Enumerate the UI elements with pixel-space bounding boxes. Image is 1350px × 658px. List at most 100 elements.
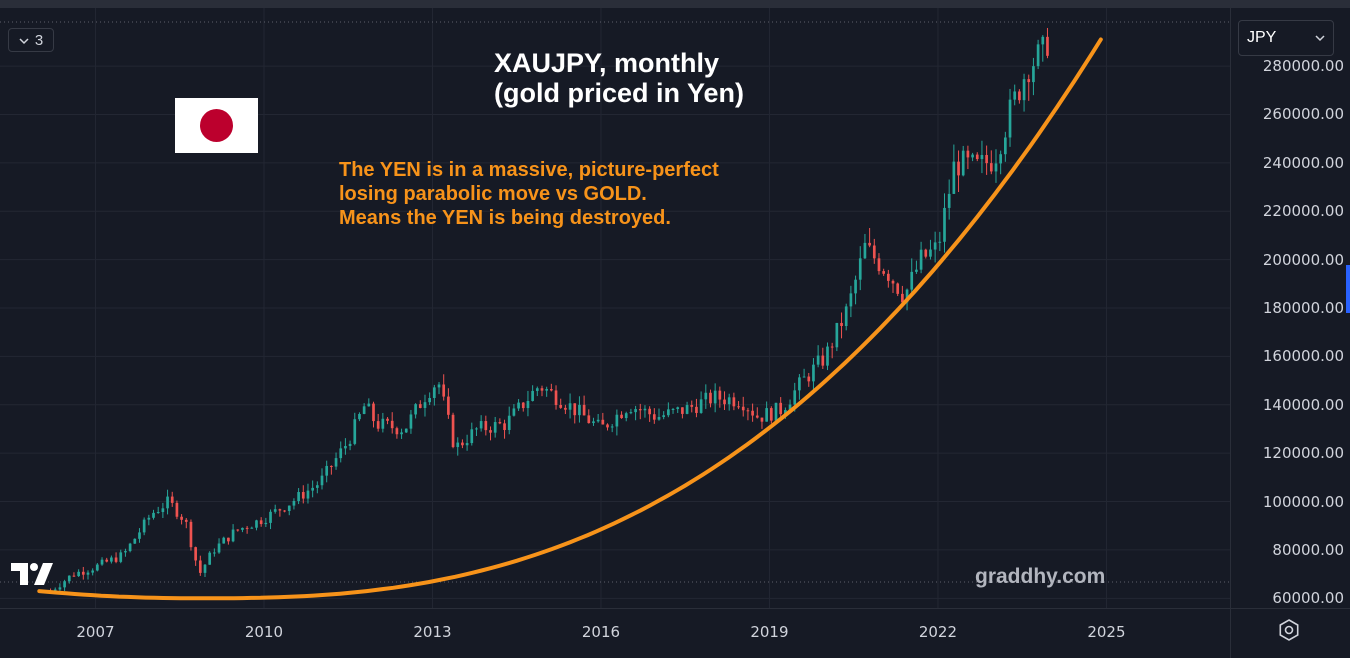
candle-body — [432, 387, 436, 398]
candle-body — [213, 552, 216, 554]
candle-body — [615, 414, 619, 427]
candle-body — [1018, 91, 1021, 101]
time-axis[interactable]: 2007 2010 2013 2016 2019 2022 2025 — [0, 608, 1230, 658]
candle-body — [259, 520, 263, 525]
candle-body — [1022, 79, 1026, 101]
candle-body — [133, 538, 137, 544]
candle-body — [802, 376, 806, 378]
candle-body — [788, 404, 792, 411]
candle-body — [521, 402, 525, 409]
candle-body — [737, 406, 740, 408]
y-tick-label: 140000.00 — [1262, 395, 1344, 414]
candle-body — [517, 402, 520, 409]
candle-body — [447, 396, 450, 415]
candle-body — [784, 410, 787, 415]
x-tick-label: 2013 — [413, 623, 452, 641]
candle-body — [330, 465, 333, 467]
y-tick-label: 120000.00 — [1262, 444, 1344, 463]
candle-body — [723, 399, 726, 405]
chevron-down-icon — [19, 32, 29, 49]
candle-body — [643, 408, 647, 411]
indicator-collapse-button[interactable]: 3 — [8, 28, 54, 52]
candle-body — [264, 522, 268, 525]
candle-body — [676, 407, 680, 409]
candle-body — [475, 428, 478, 430]
candle-body — [512, 408, 516, 416]
candle-body — [1004, 137, 1007, 155]
candle-body — [96, 564, 99, 571]
candle-body — [339, 448, 343, 459]
candle-body — [989, 163, 993, 172]
candle-body — [812, 364, 815, 382]
candle-body — [400, 432, 403, 435]
candle-body — [709, 392, 712, 404]
candle-body — [255, 520, 258, 528]
candle-body — [568, 403, 572, 410]
candle-body — [999, 154, 1003, 164]
y-tick-label: 180000.00 — [1262, 299, 1344, 317]
candle-body — [124, 551, 127, 553]
candle-body — [493, 422, 497, 433]
candle-body — [278, 509, 282, 511]
currency-select[interactable]: JPY — [1238, 20, 1334, 56]
indicator-count: 3 — [34, 31, 44, 49]
candle-body — [325, 465, 329, 476]
candle-body — [915, 269, 918, 272]
candle-body — [821, 355, 825, 366]
candle-body — [943, 207, 946, 242]
candle-body — [545, 389, 549, 391]
candle-body — [578, 404, 581, 416]
candle-body — [1027, 79, 1031, 83]
candle-body — [952, 161, 956, 194]
price-axis[interactable]: 280000.00 260000.00 240000.00 220000.00 2000… — [1230, 8, 1350, 608]
settings-gear-icon[interactable] — [1276, 617, 1302, 643]
candle-body — [769, 408, 773, 421]
candle-body — [854, 279, 857, 294]
x-tick-label: 2016 — [581, 623, 621, 641]
candle-body — [367, 403, 371, 407]
candle-body — [198, 560, 202, 573]
candle-body — [667, 409, 670, 416]
candle-body — [835, 322, 839, 348]
y-tick-label: 220000.00 — [1262, 202, 1344, 221]
candle-body — [1013, 91, 1017, 100]
candle-body — [231, 529, 235, 542]
parabolic-curve — [37, 37, 1103, 601]
plot-area[interactable] — [0, 8, 1230, 608]
candle-body — [58, 587, 62, 590]
candle-body — [128, 543, 132, 552]
x-tick-label: 2025 — [1087, 623, 1126, 641]
annotation-line: Means the YEN is being destroyed. — [339, 207, 671, 229]
candle-body — [695, 406, 698, 413]
candle-body — [227, 537, 230, 542]
candle-body — [526, 400, 530, 409]
candle-body — [573, 403, 577, 416]
annotation-line: losing parabolic move vs GOLD. — [339, 183, 647, 205]
candle-body — [301, 492, 305, 499]
candle-body — [63, 581, 66, 588]
candle-body — [166, 496, 169, 509]
candle-body — [320, 475, 324, 486]
candle-body — [877, 258, 881, 272]
candle-body — [114, 557, 118, 562]
candle-body — [507, 415, 511, 431]
candle-body — [957, 161, 960, 176]
candle-body — [550, 389, 553, 391]
annotation-line: The YEN is in a massive, picture-perfect — [339, 159, 719, 181]
candle-body — [461, 442, 464, 446]
candle-body — [81, 571, 85, 575]
top-toolbar-strip — [0, 0, 1350, 8]
candle-body — [241, 527, 244, 530]
candle-body — [344, 446, 347, 449]
candle-body — [175, 502, 179, 517]
y-tick-label: 80000.00 — [1272, 540, 1344, 559]
annotation-text: The YEN is in a massive, picture-perfect… — [339, 158, 719, 230]
candle-body — [910, 271, 914, 290]
candle-body — [250, 527, 254, 529]
candle-body — [559, 404, 563, 408]
candle-body — [774, 402, 778, 421]
y-tick-label: 280000.00 — [1262, 57, 1344, 76]
x-tick-label: 2019 — [750, 623, 789, 641]
candle-body — [891, 280, 895, 284]
candle-body — [685, 405, 689, 414]
